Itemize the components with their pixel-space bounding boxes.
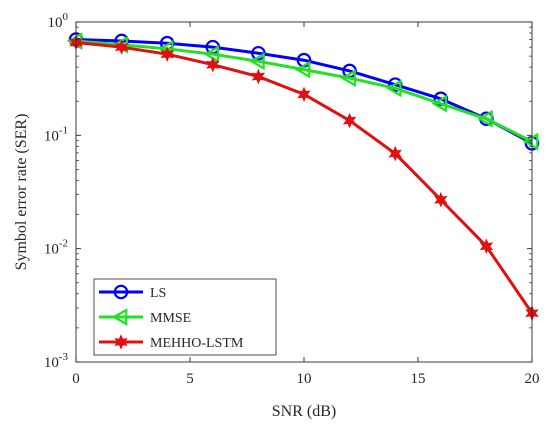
data-point-mmse [431, 94, 448, 113]
data-point-mehho-lstm [160, 46, 174, 62]
y-tick-label: 10-2 [44, 238, 68, 258]
legend-entry-mmse: MMSE [99, 308, 191, 326]
y-tick-label: 100 [48, 11, 69, 31]
legend: LS MMSE MEHHO-LSTM [93, 278, 277, 356]
y-tick-label: 10-1 [44, 124, 68, 144]
series-line-mmse [75, 39, 533, 143]
legend-marker-mmse [111, 308, 128, 326]
data-point-mmse [522, 132, 539, 151]
legend-entry-mehho-lstm: MEHHO-LSTM [99, 334, 244, 351]
y-tick-exponent: -2 [59, 238, 68, 250]
data-point-mehho-lstm [342, 112, 357, 129]
x-tick-label: 10 [297, 371, 312, 387]
legend-marker-mehho-lstm [114, 334, 128, 350]
y-axis-label: Symbol error rate (SER) [13, 114, 30, 271]
legend-entry-ls: LS [99, 284, 166, 301]
data-point-mmse [385, 79, 402, 98]
x-axis-label: SNR (dB) [272, 403, 336, 420]
data-point-mehho-lstm [206, 56, 220, 73]
data-point-mmse [477, 109, 493, 128]
y-tick-base: 10 [48, 15, 63, 31]
data-point-mmse [294, 60, 311, 79]
x-tick-label: 15 [411, 371, 426, 387]
series-line-ls [75, 38, 533, 145]
data-point-mehho-lstm [251, 68, 266, 85]
legend-marker-ls [113, 284, 129, 300]
y-tick-base: 10 [44, 355, 59, 371]
data-point-mehho-lstm [388, 145, 402, 162]
y-tick-label: 10-3 [44, 351, 69, 371]
data-point-mehho-lstm [114, 39, 129, 55]
data-point-mmse [340, 69, 356, 87]
data-point-mmse [203, 45, 220, 64]
data-point-mehho-lstm [297, 86, 311, 103]
data-point-mehho-lstm [434, 192, 448, 208]
legend-label-mehho-lstm: MEHHO-LSTM [150, 336, 244, 351]
y-tick-exponent: -1 [59, 124, 68, 136]
y-tick-exponent: -3 [59, 351, 69, 363]
y-tick-base: 10 [44, 128, 59, 144]
series-layer [66, 32, 540, 321]
x-tick-label: 0 [72, 371, 80, 387]
data-point-mehho-lstm [479, 238, 494, 255]
x-tick-label: 5 [186, 371, 194, 387]
x-tick-label: 20 [525, 371, 540, 387]
legend-label-mmse: MMSE [150, 311, 191, 326]
y-tick-exponent: 0 [63, 11, 69, 23]
legend-label-ls: LS [150, 286, 166, 301]
y-tick-base: 10 [44, 242, 59, 258]
data-point-mmse [249, 52, 265, 71]
